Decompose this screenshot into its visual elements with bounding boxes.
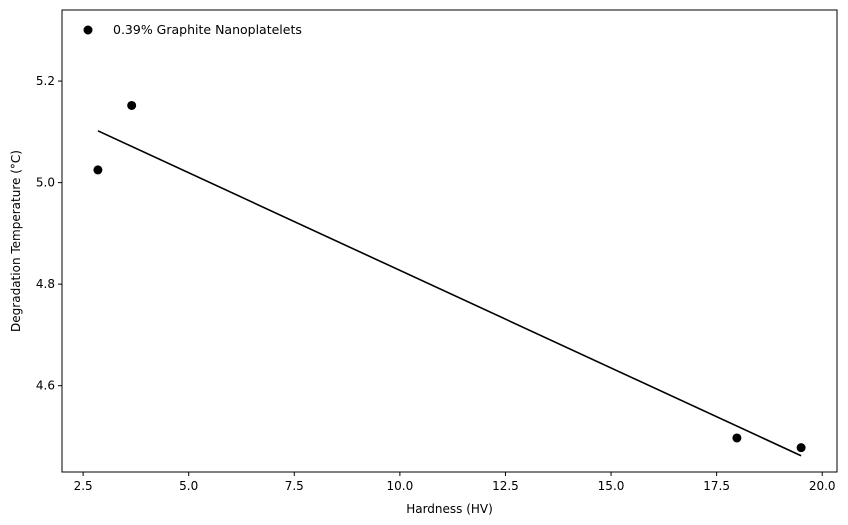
- legend-marker: [83, 25, 93, 35]
- x-tick-label: 10.0: [387, 479, 414, 493]
- scatter-point: [93, 165, 103, 175]
- scatter-point: [732, 433, 742, 443]
- scatter-points: [93, 100, 806, 453]
- plot-area: [61, 9, 838, 473]
- y-tick-label: 5.2: [36, 74, 55, 88]
- y-axis: 4.6 4.8 5.0 5.2: [36, 74, 62, 393]
- x-tick-label: 7.5: [285, 479, 304, 493]
- x-axis: 2.5 5.0 7.5 10.0 12.5 15.0 17.5 20.0: [74, 472, 836, 493]
- trendline-group: [97, 130, 802, 457]
- y-tick-label: 5.0: [36, 176, 55, 190]
- legend-label: 0.39% Graphite Nanoplatelets: [113, 22, 302, 37]
- x-tick-label: 20.0: [809, 479, 836, 493]
- x-tick-label: 2.5: [74, 479, 93, 493]
- scatter-point: [127, 100, 137, 110]
- y-tick-label: 4.8: [36, 277, 55, 291]
- x-tick-label: 17.5: [703, 479, 730, 493]
- y-axis-label: Degradation Temperature (°C): [9, 150, 23, 332]
- legend: 0.39% Graphite Nanoplatelets: [83, 22, 302, 37]
- x-tick-label: 15.0: [598, 479, 625, 493]
- scatter-point: [796, 443, 806, 453]
- x-tick-label: 12.5: [492, 479, 519, 493]
- x-tick-label: 5.0: [179, 479, 198, 493]
- x-axis-label: Hardness (HV): [406, 502, 493, 516]
- y-tick-label: 4.6: [36, 379, 55, 393]
- trendline: [97, 130, 802, 457]
